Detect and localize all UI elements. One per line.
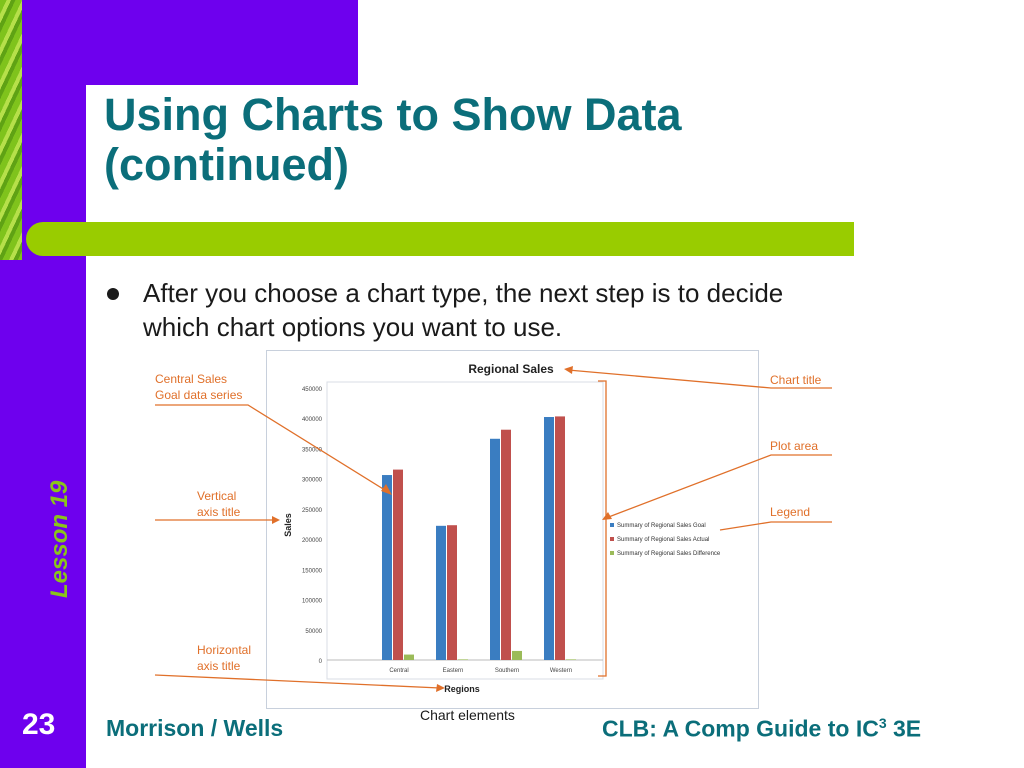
legend-swatch	[610, 551, 614, 555]
arrowhead-plot	[602, 512, 612, 520]
sidebar	[0, 0, 86, 768]
stripe-decoration	[0, 0, 22, 260]
accent-bar	[26, 222, 854, 256]
title-notch	[86, 85, 206, 205]
chart-frame	[266, 350, 759, 709]
title-line-1: Using Charts to Show Data	[104, 89, 682, 140]
y-axis-title: Sales	[283, 513, 293, 537]
footer-author: Morrison / Wells	[106, 715, 284, 741]
figure-caption: Chart elements	[420, 707, 515, 723]
plot-area-border	[326, 381, 604, 680]
legend-swatch	[610, 523, 614, 527]
callout-haxis: Horizontal axis title	[197, 642, 251, 674]
y-tick-label: 0	[319, 659, 323, 665]
y-tick-label: 400000	[302, 417, 323, 423]
legend-entry: Summary of Regional Sales Goal	[617, 523, 706, 529]
x-tick-label: Western	[550, 668, 572, 674]
bar	[393, 469, 403, 660]
callout-vaxis-line-1: Vertical	[197, 489, 237, 503]
callout-haxis-line-1: Horizontal	[197, 643, 252, 657]
legend-swatch	[610, 537, 614, 541]
callout-haxis-line-2: axis title	[197, 659, 241, 673]
top-band	[86, 0, 358, 85]
legend-entry: Summary of Regional Sales Difference	[617, 551, 721, 557]
bar	[566, 659, 576, 660]
arrowhead-series	[381, 484, 392, 495]
y-tick-label: 250000	[302, 508, 323, 514]
legend-entry: Summary of Regional Sales Actual	[617, 537, 709, 543]
y-tick-label: 300000	[302, 478, 323, 484]
chart-marks: 0 50000 100000 150000 200000 250000 300000 3500…	[302, 387, 721, 674]
x-axis-title: Regions	[444, 684, 480, 694]
callout-plot-area: Plot area	[770, 439, 819, 453]
bar	[436, 525, 446, 660]
chart-title: Regional Sales	[468, 362, 554, 376]
callout-vaxis: Vertical axis title	[197, 488, 240, 520]
x-tick-label: Eastern	[443, 668, 464, 674]
y-tick-label: 100000	[302, 599, 323, 605]
callout-series: Central Sales Goal data series	[155, 371, 242, 403]
bar	[512, 650, 522, 660]
arrowhead-title	[564, 366, 573, 374]
page-number: 23	[22, 708, 56, 741]
bullet-line-2: which chart options you want to use.	[143, 312, 563, 342]
bullet-text: After you choose a chart type, the next …	[143, 276, 943, 344]
bar	[555, 416, 565, 660]
callout-series-line-1: Central Sales	[155, 372, 228, 386]
y-tick-label: 150000	[302, 568, 323, 574]
y-tick-label: 200000	[302, 538, 323, 544]
bar	[490, 438, 500, 660]
bar	[404, 654, 414, 660]
x-tick-label: Central	[389, 668, 408, 674]
callout-chart-title: Chart title	[770, 373, 822, 387]
footer-course-edition: 3E	[886, 715, 922, 742]
arrowheads	[272, 366, 612, 692]
footer-course-text: CLB: A Comp Guide to IC	[602, 715, 879, 742]
bar	[544, 417, 554, 660]
title-line-2: (continued)	[104, 139, 349, 190]
arrowhead-vaxis	[272, 516, 280, 524]
footer-course-sup: 3	[878, 715, 887, 731]
x-tick-label: Southern	[495, 668, 519, 674]
callout-vaxis-line-2: axis title	[197, 505, 241, 519]
bar	[458, 659, 468, 660]
slide-title: Using Charts to Show Data (continued)	[104, 90, 682, 190]
callout-arrows	[154, 369, 832, 689]
arrowhead-haxis	[436, 684, 445, 692]
bullet-line-1: After you choose a chart type, the next …	[143, 278, 784, 308]
callout-legend: Legend	[770, 505, 811, 519]
bar	[501, 429, 511, 660]
y-tick-label: 350000	[302, 447, 323, 453]
bullet-icon	[107, 288, 119, 300]
y-tick-label: 450000	[302, 387, 323, 393]
bar	[447, 525, 457, 660]
y-tick-label: 50000	[305, 629, 322, 635]
bar	[382, 475, 392, 660]
callout-series-line-2: Goal data series	[155, 388, 243, 402]
footer-course: CLB: A Comp Guide to IC3 3E	[602, 715, 921, 743]
